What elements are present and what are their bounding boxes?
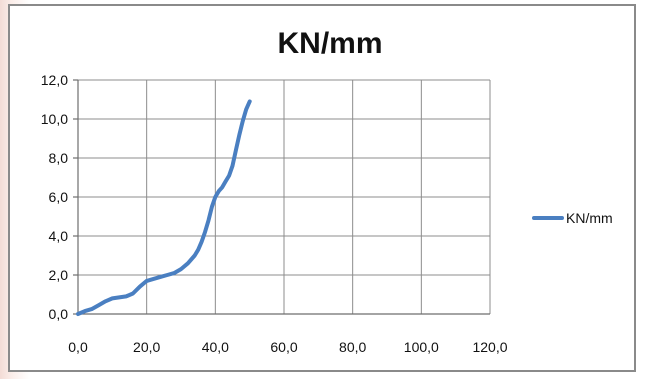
series-line-kn-mm — [76, 99, 252, 316]
x-tick-label: 40,0 — [202, 339, 229, 355]
grid-layer — [77, 79, 491, 315]
y-tick-label: 2,0 — [49, 267, 69, 283]
chart-svg: KN/mm 0,0 20,0 40,0 60,0 80,0 100,0 120,0 0,0 2,… — [41, 27, 613, 355]
y-tick-label: 8,0 — [49, 150, 69, 166]
y-tick-label: 12,0 — [41, 72, 68, 88]
chart-title: KN/mm — [277, 27, 382, 60]
chart-frame: KN/mm 0,0 20,0 40,0 60,0 80,0 100,0 120,0 0,0 2,… — [8, 4, 636, 372]
legend-label-kn-mm: KN/mm — [566, 210, 613, 226]
x-tick-label: 0,0 — [68, 339, 88, 355]
x-tick-label: 20,0 — [133, 339, 160, 355]
x-tick-label: 60,0 — [270, 339, 297, 355]
x-tick-label: 100,0 — [404, 339, 439, 355]
y-tick-label: 4,0 — [49, 228, 69, 244]
y-tick-label: 0,0 — [49, 306, 69, 322]
x-tick-label: 120,0 — [472, 339, 507, 355]
y-tick-label: 10,0 — [41, 111, 68, 127]
y-tick-label: 6,0 — [49, 189, 69, 205]
x-tick-label: 80,0 — [339, 339, 366, 355]
series-layer — [76, 99, 252, 316]
axis-layer — [73, 79, 490, 315]
legend: KN/mm — [532, 210, 613, 226]
tick-layer: 0,0 20,0 40,0 60,0 80,0 100,0 120,0 0,0 2,0 4,0 6,… — [41, 72, 508, 355]
